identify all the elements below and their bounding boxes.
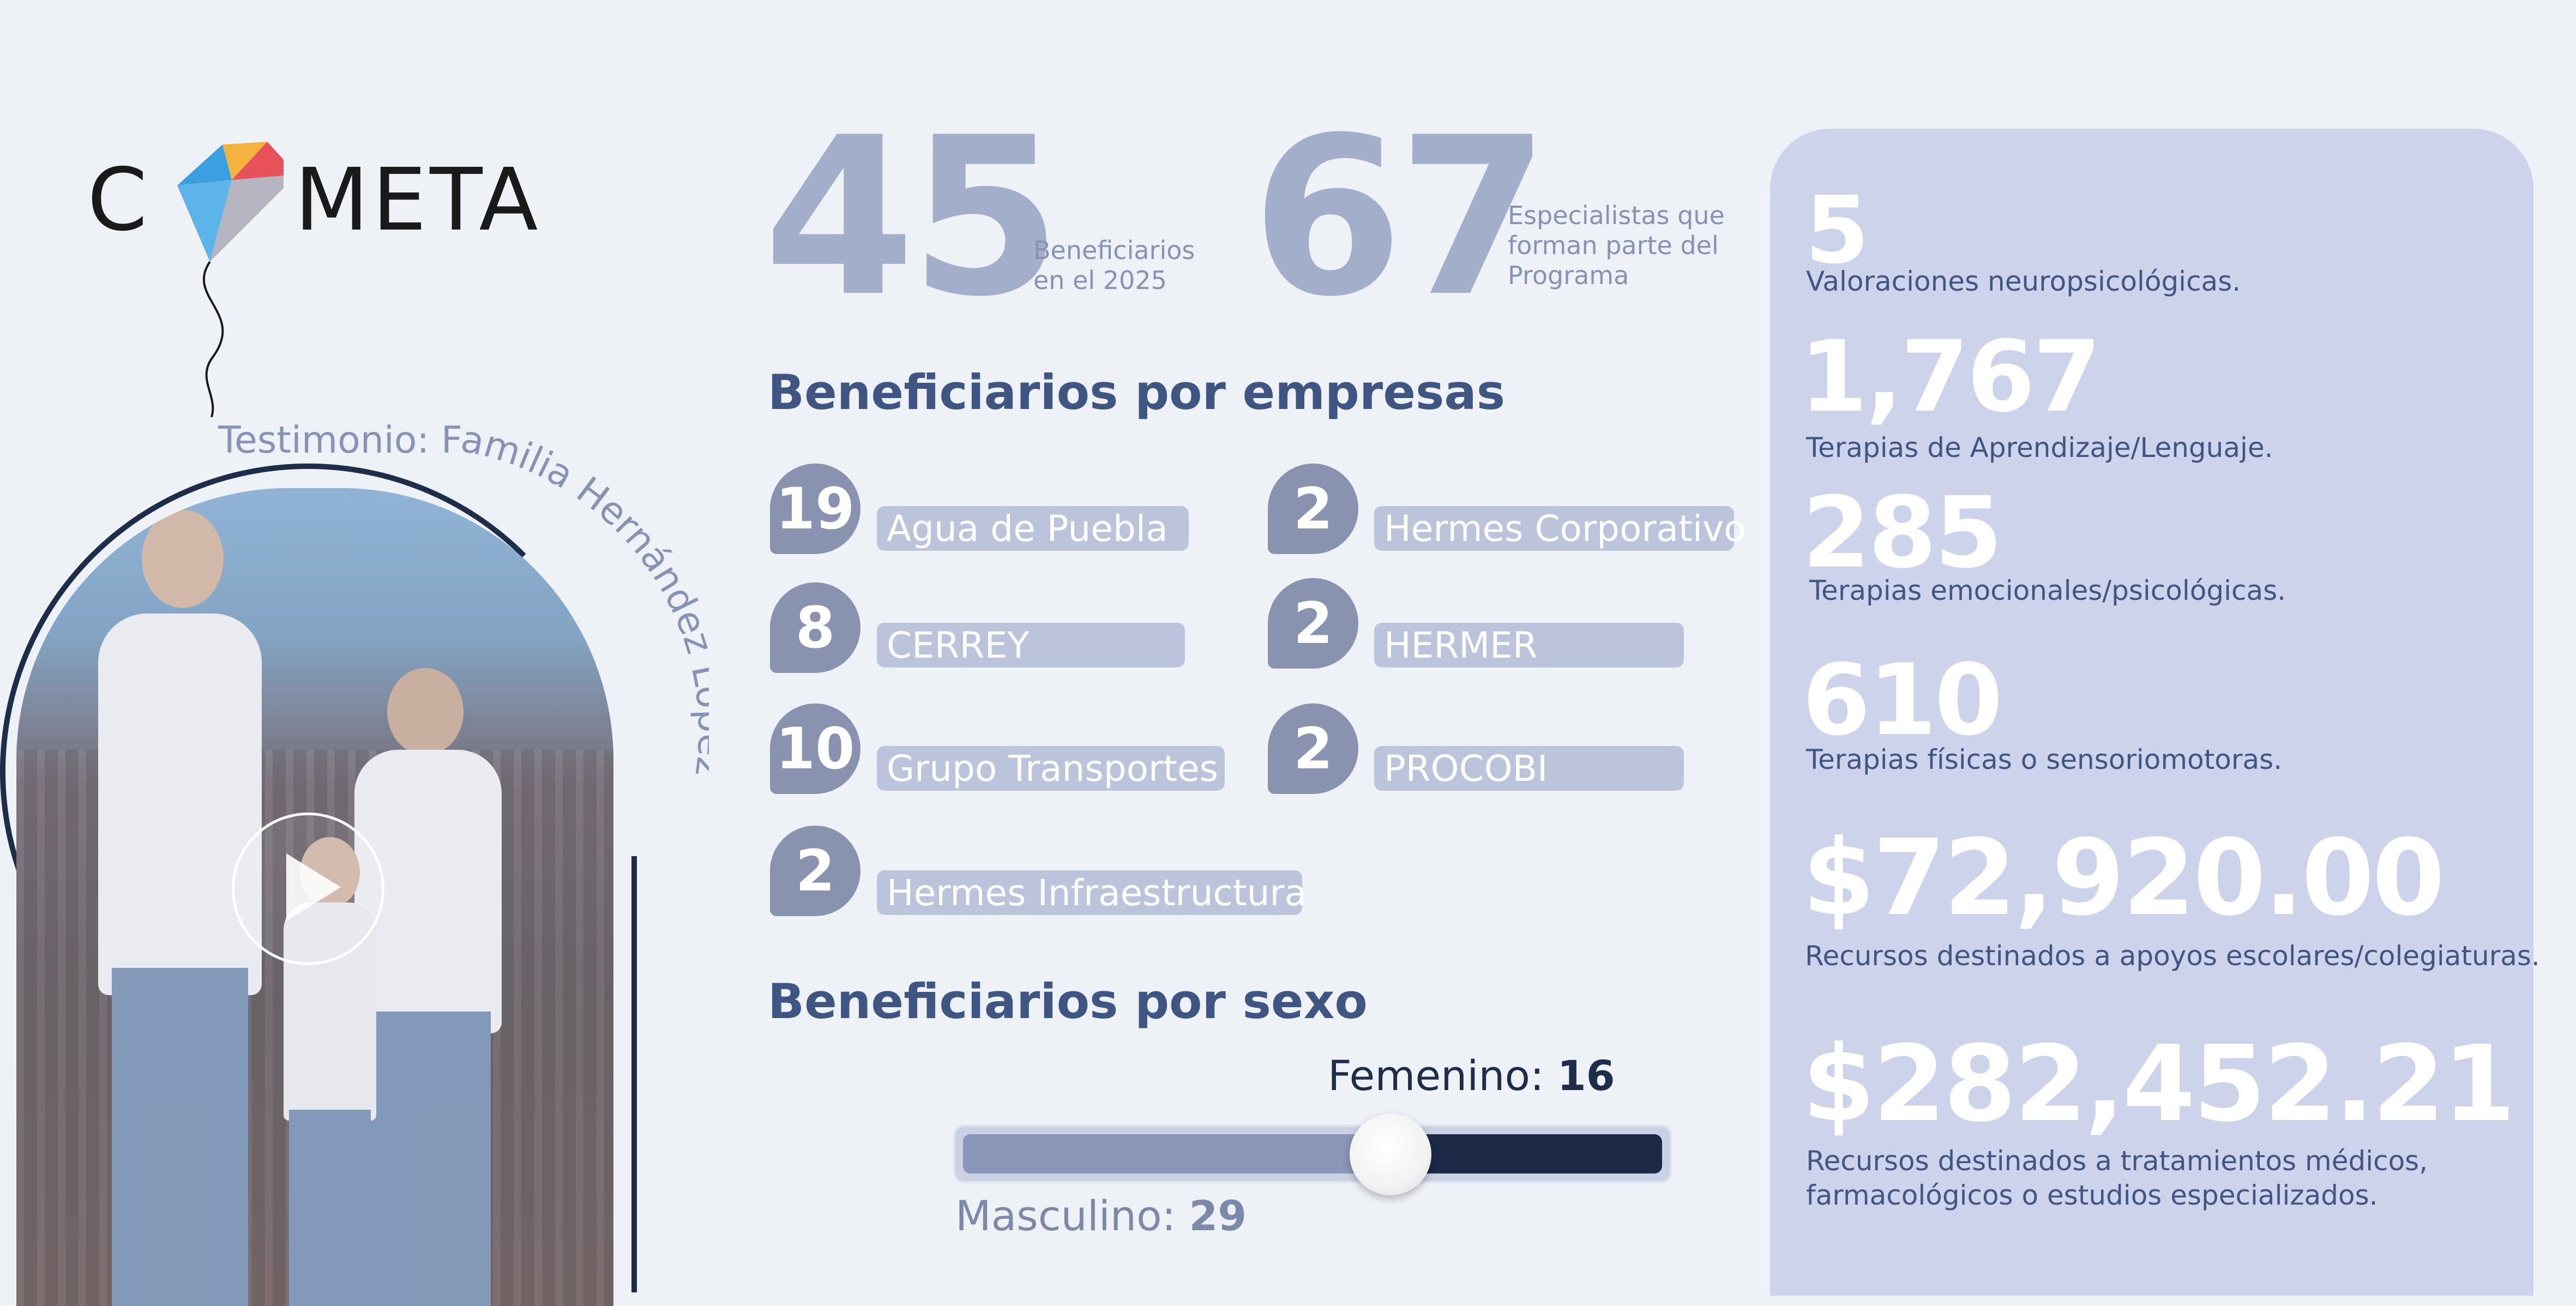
company-label: Hermes Corporativo	[1374, 506, 1746, 551]
play-button[interactable]	[232, 813, 384, 965]
company-count-badge: 2	[1268, 578, 1358, 669]
female-count: Femenino: 16	[1328, 1051, 1615, 1100]
beneficiaries-number: 45	[763, 91, 1062, 345]
companies-title: Beneficiarios por empresas	[768, 364, 1506, 420]
company-label: HERMER	[1374, 623, 1684, 667]
male-value: 29	[1189, 1191, 1247, 1240]
male-fill	[963, 1134, 1413, 1173]
stat-value: 285	[1802, 476, 2003, 590]
beneficiaries-label: Beneficiarios en el 2025	[1033, 236, 1195, 296]
impact-panel	[1770, 129, 2533, 1296]
company-label: Agua de Puebla	[877, 506, 1189, 551]
company-count-badge: 2	[1268, 703, 1358, 794]
sex-ratio-bar	[953, 1124, 1672, 1183]
company-count-badge: 2	[770, 826, 860, 916]
company-label: Grupo Transportes	[877, 746, 1225, 791]
company-count-badge: 19	[770, 464, 860, 554]
stat-description: Recursos destinados a apoyos escolares/c…	[1805, 940, 2540, 972]
ratio-knob	[1350, 1114, 1431, 1195]
specialists-number: 67	[1251, 91, 1550, 345]
specialists-label: Especialistas que forman parte del Progr…	[1508, 201, 1725, 291]
company-label: PROCOBI	[1374, 746, 1684, 791]
logo: C META	[87, 134, 578, 417]
stat-description: Terapias físicas o sensoriomotoras.	[1806, 744, 2283, 775]
sex-title: Beneficiarios por sexo	[768, 973, 1368, 1030]
play-icon	[286, 853, 341, 921]
stat-value: 1,767	[1799, 320, 2101, 434]
company-count-badge: 2	[1268, 464, 1358, 554]
company-label: Hermes Infraestructura	[877, 870, 1307, 915]
stat-description: Recursos destinados a tratamientos médic…	[1806, 1145, 2428, 1211]
person-silhouette	[112, 968, 248, 1306]
female-value: 16	[1557, 1051, 1615, 1100]
person-silhouette	[365, 1012, 491, 1306]
stat-value: 5	[1805, 177, 1869, 285]
logo-letter-c: C	[87, 150, 151, 250]
person-silhouette	[387, 668, 464, 755]
stat-value: 610	[1802, 643, 2003, 757]
person-silhouette	[98, 613, 262, 995]
stat-description: Terapias emocionales/psicológicas.	[1809, 575, 2286, 606]
logo-wordmark: META	[294, 150, 541, 250]
person-silhouette	[142, 510, 224, 608]
stat-value: $282,452.21	[1802, 1024, 2515, 1145]
stat-description: Valoraciones neuropsicológicas.	[1806, 266, 2241, 297]
female-label: Femenino:	[1328, 1051, 1544, 1100]
decorative-line	[631, 856, 637, 1292]
person-silhouette	[289, 1110, 371, 1306]
decorative-arc	[0, 464, 616, 1080]
kite-icon	[177, 142, 284, 417]
stat-value: $72,920.00	[1802, 817, 2445, 939]
company-count-badge: 10	[770, 703, 860, 794]
stat-description: Terapias de Aprendizaje/Lenguaje.	[1806, 432, 2273, 464]
company-label: CERREY	[877, 623, 1185, 667]
male-label: Masculino:	[955, 1191, 1176, 1240]
male-count: Masculino: 29	[955, 1191, 1247, 1240]
company-count-badge: 8	[770, 582, 860, 673]
